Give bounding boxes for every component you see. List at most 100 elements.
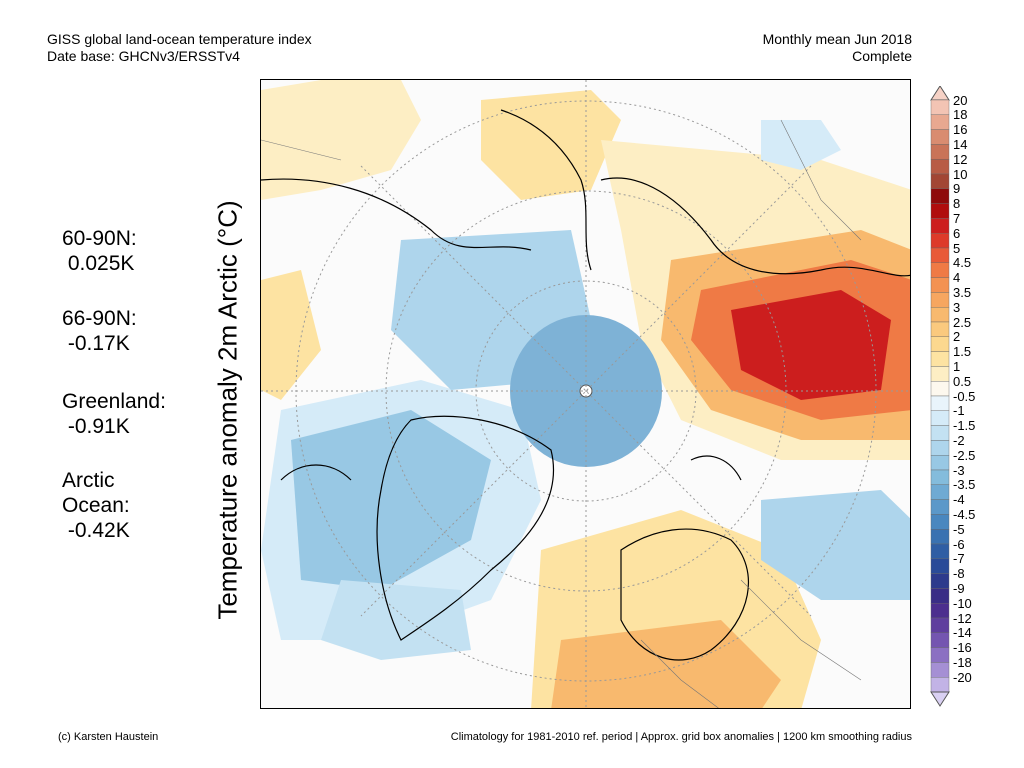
dataset-title: GISS global land-ocean temperature index: [47, 31, 312, 47]
colorbar-swatch: [930, 410, 950, 426]
stat-value: -0.17K: [62, 332, 130, 355]
colorbar-swatch: [930, 292, 950, 308]
colorbar-label: 18: [953, 107, 968, 123]
colorbar-swatch: [930, 647, 950, 663]
colorbar-swatch: [930, 588, 950, 604]
stat-label: 60-90N:: [62, 227, 137, 250]
colorbar-swatch: [930, 158, 950, 175]
colorbar-label: -5: [953, 521, 965, 537]
colorbar-label: 3: [953, 299, 961, 315]
graticule: [261, 80, 910, 708]
colorbar-label: 10: [953, 166, 968, 182]
colorbar-svg: [930, 85, 950, 707]
colorbar-swatch: [930, 306, 950, 323]
colorbar-label: 4.5: [953, 255, 972, 271]
anomaly-west: [261, 270, 321, 400]
colorbar-swatch: [930, 484, 950, 500]
stat-60-90n: 60-90N: 0.025K: [62, 226, 137, 276]
colorbar-swatch: [930, 129, 950, 145]
title-block: GISS global land-ocean temperature index…: [47, 31, 312, 65]
colorbar-label: -9: [953, 580, 965, 596]
colorbar-label: -0.5: [953, 388, 976, 404]
colorbar-label: -7: [953, 551, 965, 567]
colorbar-label: 8: [953, 196, 961, 212]
colorbar-swatch: [930, 632, 950, 648]
colorbar-label: -3.5: [953, 477, 976, 493]
colorbar-swatch: [930, 558, 950, 574]
colorbar-swatch: [930, 455, 950, 471]
colorbar-swatch: [930, 232, 950, 249]
colorbar-swatch: [930, 573, 950, 589]
colorbar-label: 3.5: [953, 284, 972, 300]
colorbar-swatch: [930, 499, 950, 515]
colorbar-label: 2: [953, 329, 961, 345]
borders: [261, 119, 862, 708]
colorbar-swatch: [930, 321, 950, 338]
colorbar-swatch: [930, 203, 950, 219]
colorbar-swatch: [930, 188, 950, 204]
colorbar-swatch: [930, 144, 950, 160]
colorbar-label: 6: [953, 225, 961, 241]
colorbar-label: 4: [953, 270, 961, 286]
anomaly-siberia-core: [731, 290, 891, 400]
period-title: Monthly mean Jun 2018: [762, 31, 912, 47]
colorbar-label: 20: [953, 92, 968, 108]
data-base: Date base: GHCNv3/ERSSTv4: [47, 48, 240, 64]
colorbar-swatch: [930, 247, 950, 264]
colorbar-swatch: [930, 277, 950, 293]
y-axis-label: Temperature anomaly 2m Arctic (°C): [212, 200, 243, 620]
colorbar-label: -12: [953, 610, 972, 626]
colorbar-label: -8: [953, 566, 965, 582]
stat-greenland: Greenland: -0.91K: [62, 389, 166, 439]
colorbar-label: -4: [953, 492, 965, 508]
map-svg: [261, 80, 910, 708]
colorbar-swatch: [930, 173, 950, 190]
stat-66-90n: 66-90N: -0.17K: [62, 306, 137, 356]
stat-value: -0.42K: [62, 519, 130, 542]
colorbar-bottom-cap: [930, 691, 950, 707]
period-block: Monthly mean Jun 2018 Complete: [763, 31, 912, 65]
colorbar-label: 16: [953, 122, 968, 138]
colorbar-swatch: [930, 366, 950, 382]
colorbar-swatch: [930, 514, 950, 530]
colorbar-label: -20: [953, 669, 972, 685]
colorbar-swatch: [930, 218, 950, 234]
colorbar-label: -2: [953, 432, 965, 448]
footnote: Climatology for 1981-2010 ref. period | …: [450, 731, 912, 743]
colorbar-label: 0.5: [953, 373, 972, 389]
anomaly-scandinavia: [551, 620, 781, 708]
colorbar-swatch: [930, 662, 950, 678]
colorbar-swatch: [930, 440, 950, 456]
colorbar-swatch: [930, 336, 950, 352]
colorbar: [930, 85, 950, 713]
colorbar-label: 7: [953, 210, 961, 226]
stat-label: 66-90N:: [62, 307, 137, 330]
polar-map: [260, 79, 911, 709]
colorbar-label: 1.5: [953, 344, 972, 360]
colorbar-label: -4.5: [953, 506, 976, 522]
completeness: Complete: [852, 48, 912, 64]
stat-label: Arctic Ocean:: [62, 469, 130, 517]
colorbar-label: -6: [953, 536, 965, 552]
colorbar-label: -14: [953, 625, 972, 641]
coastlines: [261, 109, 910, 661]
colorbar-label: -3: [953, 462, 965, 478]
stat-value: 0.025K: [62, 252, 135, 275]
colorbar-swatch: [930, 114, 950, 130]
colorbar-label: 14: [953, 136, 968, 152]
colorbar-label: -10: [953, 595, 972, 611]
colorbar-label: -1: [953, 403, 965, 419]
stat-label: Greenland:: [62, 390, 166, 413]
colorbar-swatch: [930, 99, 950, 116]
stat-value: -0.91K: [62, 415, 130, 438]
colorbar-swatch: [930, 262, 950, 278]
colorbar-label: 12: [953, 151, 968, 167]
colorbar-swatch: [930, 425, 950, 441]
colorbar-label: 2.5: [953, 314, 972, 330]
credit: (c) Karsten Haustein: [58, 731, 159, 743]
colorbar-label: -2.5: [953, 447, 976, 463]
colorbar-label: 9: [953, 181, 961, 197]
stat-arctic-ocean: Arctic Ocean: -0.42K: [62, 468, 130, 543]
colorbar-label: -16: [953, 640, 972, 656]
colorbar-label: 5: [953, 240, 961, 256]
